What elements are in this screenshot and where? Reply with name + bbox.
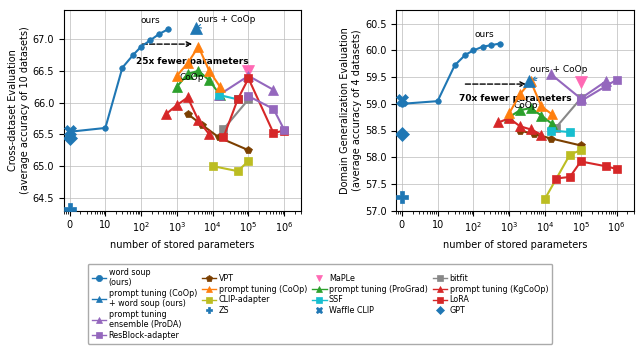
X-axis label: number of stored parameters: number of stored parameters [443,240,587,250]
Text: ours + CoOp: ours + CoOp [197,15,255,28]
Text: ours: ours [474,30,494,39]
Text: ours: ours [140,16,160,25]
X-axis label: number of stored parameters: number of stored parameters [111,240,255,250]
Text: CoOp: CoOp [513,101,538,110]
Text: 70x fewer parameters: 70x fewer parameters [459,94,572,103]
Legend: word soup
(ours), prompt tuning (CoOp)
+ word soup (ours), prompt tuning
ensembl: word soup (ours), prompt tuning (CoOp) +… [88,264,552,344]
Text: CoOp: CoOp [180,73,204,82]
Text: ours + CoOp: ours + CoOp [530,65,588,80]
Y-axis label: Domain Generalization Evaluation
(average accuracy of 4 datasets): Domain Generalization Evaluation (averag… [340,27,362,194]
Y-axis label: Cross-dataset Evaluation
(average accuracy of 10 datasets): Cross-dataset Evaluation (average accura… [8,26,30,195]
Text: 25x fewer parameters: 25x fewer parameters [136,57,248,66]
